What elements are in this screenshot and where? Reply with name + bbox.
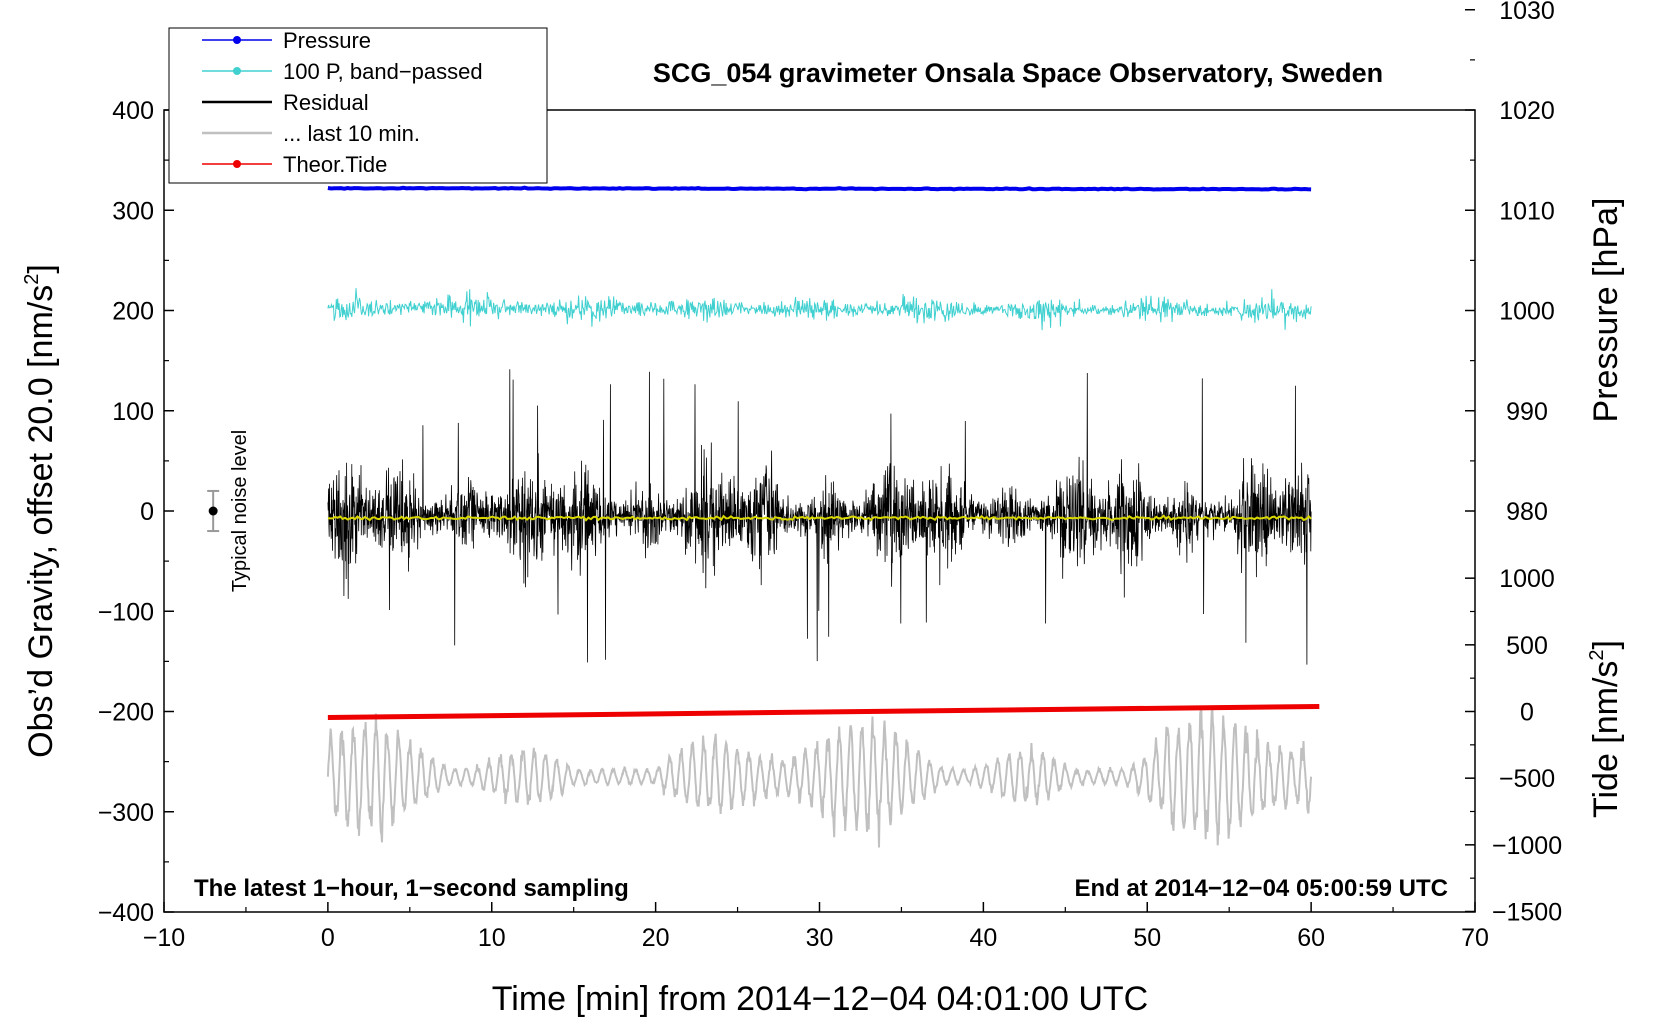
tide-tick-label: −1000 — [1492, 832, 1562, 860]
legend-marker — [233, 67, 241, 75]
y-tick-label: −100 — [98, 598, 154, 626]
y-tick-label: 200 — [112, 298, 154, 326]
x-tick-label: 20 — [642, 924, 670, 952]
tide-tick-label: 0 — [1520, 699, 1534, 727]
legend-label: 100 P, band−passed — [283, 59, 483, 84]
legend-label: Pressure — [283, 28, 371, 53]
annotation-end-time: End at 2014−12−04 05:00:59 UTC — [1074, 875, 1448, 902]
x-tick-label: 50 — [1133, 924, 1161, 952]
y-axis-title-left: Obs’d Gravity, offset 20.0 [nm/s2] — [21, 264, 60, 758]
y-axis-title-pressure: Pressure [hPa] — [1587, 198, 1625, 423]
y-tick-label: −300 — [98, 799, 154, 827]
y-axis-title-left-end: ] — [22, 264, 60, 273]
pressure-tick-label: 1030 — [1499, 0, 1555, 25]
legend-marker — [233, 36, 241, 44]
noise-dot — [208, 506, 218, 516]
pressure-line — [327, 185, 1312, 192]
residual-mean-line — [327, 514, 1312, 522]
legend-marker — [233, 160, 241, 168]
legend-label: Residual — [283, 90, 369, 115]
x-tick-label: 70 — [1461, 924, 1489, 952]
pressure-tick-label: 1010 — [1499, 197, 1555, 225]
y-axis-title-tide-sup: 2 — [1586, 649, 1608, 660]
axis-ticks: −10 0 10 20 30 40 50 60 70−400−300−200−100010020… — [98, 0, 1562, 952]
legend-label: Theor.Tide — [283, 152, 387, 177]
pressure-tick-label: 980 — [1506, 498, 1548, 526]
x-tick-label: 0 — [321, 924, 335, 952]
y-axis-title-tide: Tide [nm/s2] — [1586, 640, 1625, 818]
noise-level-label: Typical noise level — [229, 430, 251, 592]
y-tick-label: 100 — [112, 398, 154, 426]
y-axis-title-tide-main: Tide [nm/s — [1587, 661, 1625, 818]
y-tick-label: 300 — [112, 197, 154, 225]
tide-tick-label: −500 — [1499, 765, 1555, 793]
last-10-min-line — [326, 707, 1313, 848]
chart-title: SCG_054 gravimeter Onsala Space Observat… — [653, 58, 1383, 88]
y-axis-title-left-sup: 2 — [21, 274, 43, 285]
x-tick-label: 10 — [478, 924, 506, 952]
legend: Pressure 100 P, band−passed Residual ... la… — [168, 27, 548, 184]
tide-tick-label: 500 — [1506, 632, 1548, 660]
legend-label: ... last 10 min. — [283, 121, 420, 146]
legend-box — [168, 27, 548, 184]
x-axis-title: Time [min] from 2014−12−04 04:01:00 UTC — [492, 980, 1148, 1018]
y-axis-title-tide-end: ] — [1587, 640, 1625, 649]
x-tick-label: 30 — [806, 924, 834, 952]
tide-tick-label: 1000 — [1499, 565, 1555, 593]
y-tick-label: 400 — [112, 97, 154, 125]
pressure-tick-label: 1020 — [1499, 97, 1555, 125]
pressure-tick-label: 990 — [1506, 398, 1548, 426]
tide-tick-label: −1500 — [1492, 898, 1562, 926]
data-traces — [326, 185, 1320, 848]
annotation-sampling: The latest 1−hour, 1−second sampling — [194, 875, 629, 902]
pressure-tick-label: 1000 — [1499, 298, 1555, 326]
noise-level-marker: Typical noise level — [207, 430, 251, 592]
theor-tide-line — [327, 703, 1320, 721]
x-tick-label: −10 — [143, 924, 185, 952]
y-tick-label: −200 — [98, 699, 154, 727]
residual-line — [327, 369, 1312, 665]
y-tick-label: −400 — [98, 899, 154, 927]
y-tick-label: 0 — [140, 498, 154, 526]
y-axis-title-left-main: Obs’d Gravity, offset 20.0 [nm/s — [22, 285, 60, 758]
x-tick-label: 40 — [969, 924, 997, 952]
bandpass-pressure-line — [327, 288, 1312, 331]
x-tick-label: 60 — [1297, 924, 1325, 952]
